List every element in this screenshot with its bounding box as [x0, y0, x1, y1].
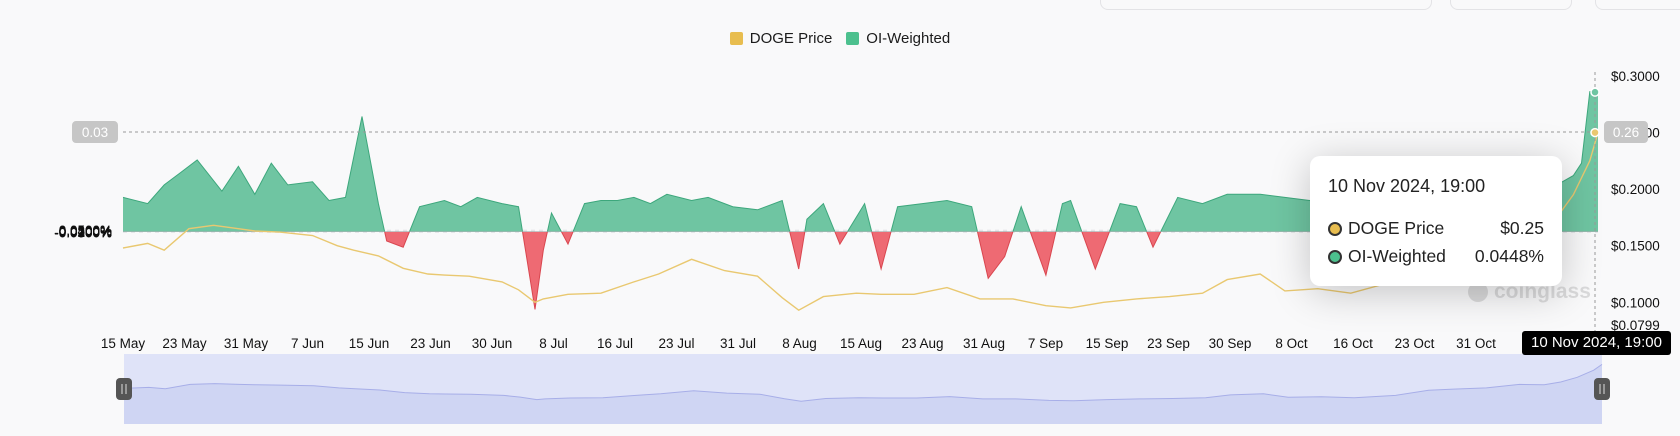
crosshair-x-label: 10 Nov 2024, 19:00 [1522, 331, 1671, 355]
y-left-tick-label: 0.0100% [59, 224, 112, 239]
series-dot-icon [1328, 249, 1342, 264]
x-tick-label: 23 Sep [1147, 336, 1190, 351]
x-tick-label: 16 Oct [1333, 336, 1373, 351]
tooltip-row-oi-weighted: OI-Weighted 0.0448% [1328, 246, 1544, 267]
chart-tooltip: 10 Nov 2024, 19:00 DOGE Price $0.25 OI-W… [1310, 156, 1562, 286]
y-left-tick-label: 0.0200% [59, 224, 112, 239]
coinglass-logo-icon [1468, 282, 1488, 302]
y-right-tick-label: $0.0799 [1611, 318, 1660, 333]
y-left-tick-label: -0.0100% [54, 225, 112, 240]
x-tick-label: 31 Oct [1456, 336, 1496, 351]
funding-line-negative [384, 231, 1162, 310]
legend-item-oi-weighted[interactable]: OI-Weighted [846, 30, 950, 47]
x-tick-label: 31 Aug [963, 336, 1005, 351]
toolbar-button[interactable] [1595, 0, 1680, 10]
hover-point-funding [1590, 87, 1600, 97]
y-left-tick-label: -0.0300% [54, 226, 112, 241]
x-tick-label: 8 Jul [539, 336, 568, 351]
x-tick-label: 31 Jul [720, 336, 756, 351]
crosshair-left-badge [72, 121, 118, 144]
series-dot-icon [1328, 221, 1342, 236]
x-tick-label: 23 Aug [901, 336, 943, 351]
y-left-tick-label: 0.0400% [59, 223, 112, 238]
tooltip-series-value: 0.0448% [1474, 246, 1544, 266]
x-tick-label: 30 Jun [472, 336, 513, 351]
legend-swatch [729, 32, 743, 45]
y-left-tick-label: -0.0200% [54, 225, 112, 240]
y-right-tick-label: $0.1500 [1611, 239, 1660, 254]
x-tick-label: 8 Oct [1275, 336, 1308, 351]
y-right-tick-label: $0.1000 [1611, 295, 1660, 310]
x-tick-label: 23 Jul [658, 336, 694, 351]
y-right-tick-label: $0.2000 [1611, 182, 1660, 197]
tooltip-date: 10 Nov 2024, 19:00 [1328, 176, 1486, 196]
navigator-handle-left[interactable] [116, 378, 132, 400]
x-tick-label: 15 Sep [1086, 336, 1129, 351]
navigator-handle-right[interactable] [1594, 378, 1610, 400]
legend-item-doge-price[interactable]: DOGE Price [729, 30, 833, 47]
tooltip-series-name: DOGE Price [1348, 218, 1445, 238]
legend-label: OI-Weighted [866, 30, 951, 47]
hover-point-price [1590, 127, 1600, 138]
navigator-area [124, 364, 1602, 424]
chart-legend: DOGE Price OI-Weighted [0, 30, 1680, 47]
crosshair-right-label: 0.26 [1613, 125, 1639, 140]
x-tick-label: 23 Oct [1395, 336, 1435, 351]
y-right-tick-label: $0.3000 [1611, 69, 1660, 84]
legend-swatch [846, 32, 860, 45]
x-tick-label: 31 May [224, 336, 269, 351]
x-tick-label: 15 Jun [349, 336, 390, 351]
x-tick-label: 30 Sep [1209, 336, 1252, 351]
y-left-tick-label: 0.0300% [59, 224, 112, 239]
crosshair-left-label: 0.03 [82, 125, 108, 140]
x-tick-label: 23 Jun [410, 336, 451, 351]
tooltip-series-value: $0.25 [1500, 218, 1544, 238]
y-left-tick-label: 0.0500% [59, 223, 112, 238]
x-tick-label: 23 May [162, 336, 207, 351]
crosshair-right-badge [1604, 121, 1648, 144]
x-tick-label: 7 Jun [291, 336, 324, 351]
x-tick-label: 16 Jul [597, 336, 633, 351]
y-left-tick-label: 0% [92, 225, 112, 240]
x-tick-label: 15 Aug [840, 336, 882, 351]
funding-area-positive [123, 91, 1598, 232]
x-tick-label: 8 Aug [782, 336, 817, 351]
legend-label: DOGE Price [749, 30, 833, 47]
tooltip-series-name: OI-Weighted [1348, 246, 1446, 266]
navigator-line [123, 363, 1603, 402]
tooltip-row-doge-price: DOGE Price $0.25 [1328, 218, 1544, 239]
x-tick-label: 15 May [101, 336, 146, 351]
x-tick-label: 7 Sep [1028, 336, 1063, 351]
